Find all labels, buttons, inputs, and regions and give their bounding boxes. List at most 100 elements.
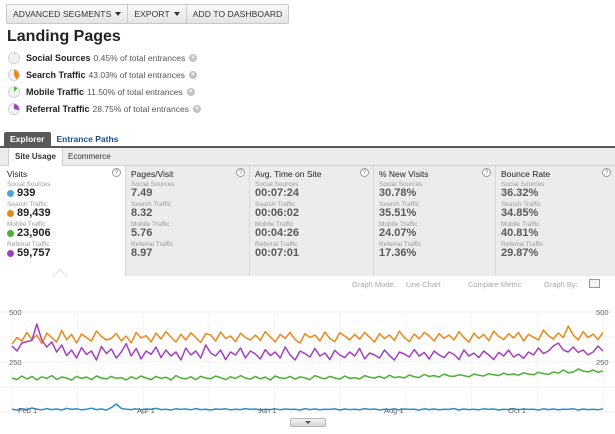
series-dot-icon [7, 210, 14, 217]
metric-value: 23,906 [17, 227, 51, 239]
metric-value: 40.81% [501, 227, 539, 239]
report-toolbar: ADVANCED SEGMENTS EXPORT ADD TO DASHBOAR… [6, 4, 290, 24]
help-icon[interactable]: ? [360, 168, 369, 177]
remove-segment-icon[interactable]: × [186, 87, 195, 96]
metric-title: Avg. Time on Site [255, 169, 322, 179]
pie-share-icon [8, 85, 20, 98]
metric-value: 17.36% [379, 247, 417, 259]
segment-name: Referral Traffic [26, 103, 90, 114]
y-tick-label: 250 [9, 358, 22, 367]
y-tick-label-right: 500 [596, 308, 609, 317]
metric-segment-label: Mobile Traffic [7, 221, 46, 228]
metric-segment-label: Referral Traffic [131, 241, 174, 248]
tab-entrance-paths[interactable]: Entrance Paths [56, 134, 119, 144]
export-label: EXPORT [134, 9, 170, 19]
metric-segment-label: Social Sources [7, 181, 51, 188]
chevron-down-icon [115, 12, 122, 16]
series-line-referral-traffic [11, 323, 604, 361]
metric-summary: Visits ? Social Sources 939 Search Traff… [2, 166, 615, 276]
x-tick-label: Apr 1 [137, 406, 155, 415]
add-to-dashboard-button[interactable]: ADD TO DASHBOARD [187, 5, 289, 23]
metric-segment-label: Social Sources [131, 181, 175, 188]
metric-value: 34.85% [501, 207, 539, 219]
metric-value: 8.32 [131, 207, 153, 219]
metric-value: 5.76 [131, 227, 153, 239]
segment-item-social-sources: Social Sources 0.45% of total entrances … [8, 49, 201, 66]
metric-avg-time-on-site[interactable]: Avg. Time on Site ? Social Sources 00:07:… [250, 166, 374, 276]
metric-value: 30.78% [379, 187, 417, 199]
add-to-dashboard-label: ADD TO DASHBOARD [192, 9, 283, 19]
remove-segment-icon[interactable]: × [189, 53, 198, 62]
metric-value: 24.07% [379, 227, 417, 239]
pie-share-icon [8, 102, 20, 115]
metric-segment-label: Referral Traffic [255, 241, 298, 248]
metric-segment-label: Mobile Traffic [131, 221, 170, 228]
metric-pages-per-visit[interactable]: Pages/Visit ? Social Sources 7.49 Search … [126, 166, 250, 276]
metric-new-visits[interactable]: % New Visits ? Social Sources 30.78% Sear… [374, 166, 496, 276]
metric-title: % New Visits [379, 169, 429, 179]
advanced-segments-label: ADVANCED SEGMENTS [13, 9, 112, 19]
metric-segment-label: Mobile Traffic [255, 221, 294, 228]
metric-segment-label: Search Traffic [131, 201, 171, 208]
metric-title: Bounce Rate [501, 169, 551, 179]
help-icon[interactable]: ? [112, 168, 121, 177]
metric-segment-label: Search Traffic [7, 201, 47, 208]
visits-line-chart: 500 250 500 250 Feb 1 Apr 1 Jun 1 Aug 1 Oct 1 [0, 308, 615, 415]
pie-share-icon [8, 68, 20, 81]
chart-scroll-handle[interactable] [290, 418, 326, 427]
metric-value: 00:04:26 [255, 227, 300, 239]
series-line-social-sources [11, 403, 604, 411]
x-tick-label: Feb 1 [18, 406, 37, 415]
help-icon[interactable]: ? [482, 168, 491, 177]
report-tabs: Explorer Entrance Paths [4, 132, 124, 146]
segment-share: 43.03% of total entrances [88, 69, 185, 80]
remove-segment-icon[interactable]: × [192, 104, 201, 113]
graph-mode-select[interactable]: Line Chart [406, 280, 441, 289]
remove-segment-icon[interactable]: × [188, 70, 197, 79]
metric-value: 00:07:24 [255, 187, 300, 199]
help-icon[interactable]: ? [236, 168, 245, 177]
metric-bounce-rate[interactable]: Bounce Rate ? Social Sources 36.32% Searc… [496, 166, 615, 276]
x-tick-label: Oct 1 [508, 406, 526, 415]
calendar-grid-icon[interactable] [589, 279, 600, 288]
metric-value: 8.97 [131, 247, 153, 259]
series-dot-icon [7, 250, 14, 257]
segment-name: Search Traffic [26, 69, 86, 80]
segment-item-search-traffic: Search Traffic 43.03% of total entrances… [8, 66, 201, 83]
subtab-bar: Site Usage Ecommerce [0, 148, 615, 166]
metric-title: Pages/Visit [131, 169, 174, 179]
metric-segment-label: Referral Traffic [7, 241, 50, 248]
metric-segment-label: Search Traffic [379, 201, 419, 208]
y-tick-label: 500 [9, 308, 22, 317]
subtab-ecommerce[interactable]: Ecommerce [68, 152, 111, 161]
segment-share: 28.75% of total entrances [92, 103, 189, 114]
subtab-site-usage[interactable]: Site Usage [8, 148, 63, 166]
series-dot-icon [7, 230, 14, 237]
compare-metric-button[interactable]: Compare Metric [468, 280, 522, 289]
advanced-segments-button[interactable]: ADVANCED SEGMENTS [7, 5, 129, 23]
metric-segment-label: Social Sources [255, 181, 299, 188]
chart-series [11, 323, 604, 411]
metric-segment-label: Social Sources [501, 181, 545, 188]
chevron-down-icon [173, 12, 180, 16]
export-button[interactable]: EXPORT [128, 5, 187, 23]
metric-segment-label: Referral Traffic [379, 241, 422, 248]
x-tick-label: Jun 1 [258, 406, 276, 415]
metric-segment-label: Search Traffic [501, 201, 541, 208]
metric-visits[interactable]: Visits ? Social Sources 939 Search Traff… [2, 166, 126, 276]
metric-value: 29.87% [501, 247, 539, 259]
metric-segment-label: Referral Traffic [501, 241, 544, 248]
metric-segment-label: Mobile Traffic [379, 221, 418, 228]
active-metric-pointer [52, 269, 68, 277]
segment-name: Mobile Traffic [26, 86, 85, 97]
chart-gridlines [0, 311, 615, 413]
metric-value: 939 [17, 187, 36, 199]
segment-share: 11.50% of total entrances [87, 86, 183, 97]
help-icon[interactable]: ? [602, 168, 611, 177]
metric-title: Visits [7, 169, 28, 179]
tab-explorer[interactable]: Explorer [4, 132, 51, 146]
y-tick-label-right: 250 [596, 358, 609, 367]
metric-value: 36.32% [501, 187, 539, 199]
series-line-mobile-traffic [11, 368, 604, 381]
pie-share-icon [8, 51, 20, 64]
